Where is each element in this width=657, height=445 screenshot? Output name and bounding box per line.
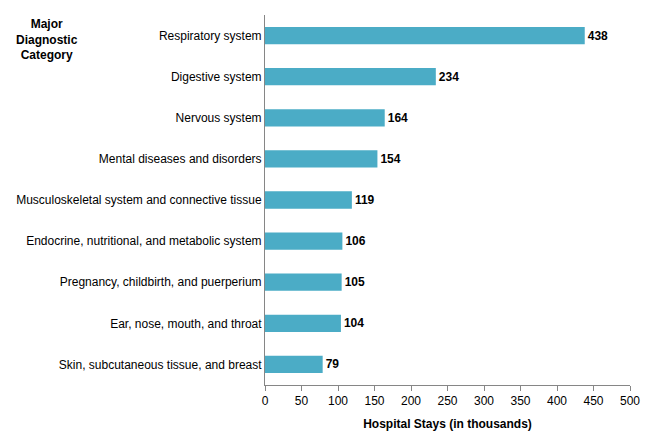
svg-text:438: 438: [588, 29, 608, 43]
svg-text:Mental diseases and disorders: Mental diseases and disorders: [99, 152, 262, 166]
svg-text:400: 400: [547, 394, 567, 408]
svg-text:300: 300: [474, 394, 494, 408]
svg-text:150: 150: [364, 394, 384, 408]
svg-text:105: 105: [345, 275, 365, 289]
svg-text:106: 106: [345, 234, 365, 248]
svg-text:Nervous system: Nervous system: [176, 111, 262, 125]
svg-text:164: 164: [388, 111, 408, 125]
svg-text:Musculoskeletal system and con: Musculoskeletal system and connective ti…: [16, 193, 262, 207]
svg-text:50: 50: [295, 394, 309, 408]
svg-text:200: 200: [401, 394, 421, 408]
svg-text:500: 500: [620, 394, 640, 408]
svg-text:234: 234: [439, 70, 459, 84]
svg-text:119: 119: [355, 193, 375, 207]
svg-text:Hospital Stays (in thousands): Hospital Stays (in thousands): [363, 417, 532, 431]
svg-text:0: 0: [262, 394, 269, 408]
svg-text:350: 350: [510, 394, 530, 408]
svg-text:Digestive system: Digestive system: [171, 70, 262, 84]
svg-text:Pregnancy, childbirth, and pue: Pregnancy, childbirth, and puerperium: [60, 275, 262, 289]
svg-text:Respiratory system: Respiratory system: [159, 29, 262, 43]
svg-text:79: 79: [326, 357, 340, 371]
svg-text:450: 450: [583, 394, 603, 408]
svg-text:Endocrine, nutritional, and me: Endocrine, nutritional, and metabolic sy…: [26, 234, 261, 248]
svg-text:MajorDiagnosticCategory: MajorDiagnosticCategory: [16, 17, 78, 62]
svg-text:Ear, nose, mouth, and throat: Ear, nose, mouth, and throat: [110, 317, 262, 331]
svg-text:Skin, subcutaneous tissue, and: Skin, subcutaneous tissue, and breast: [59, 358, 262, 372]
svg-text:154: 154: [380, 152, 400, 166]
svg-text:100: 100: [328, 394, 348, 408]
svg-text:250: 250: [437, 394, 457, 408]
svg-text:104: 104: [344, 316, 364, 330]
